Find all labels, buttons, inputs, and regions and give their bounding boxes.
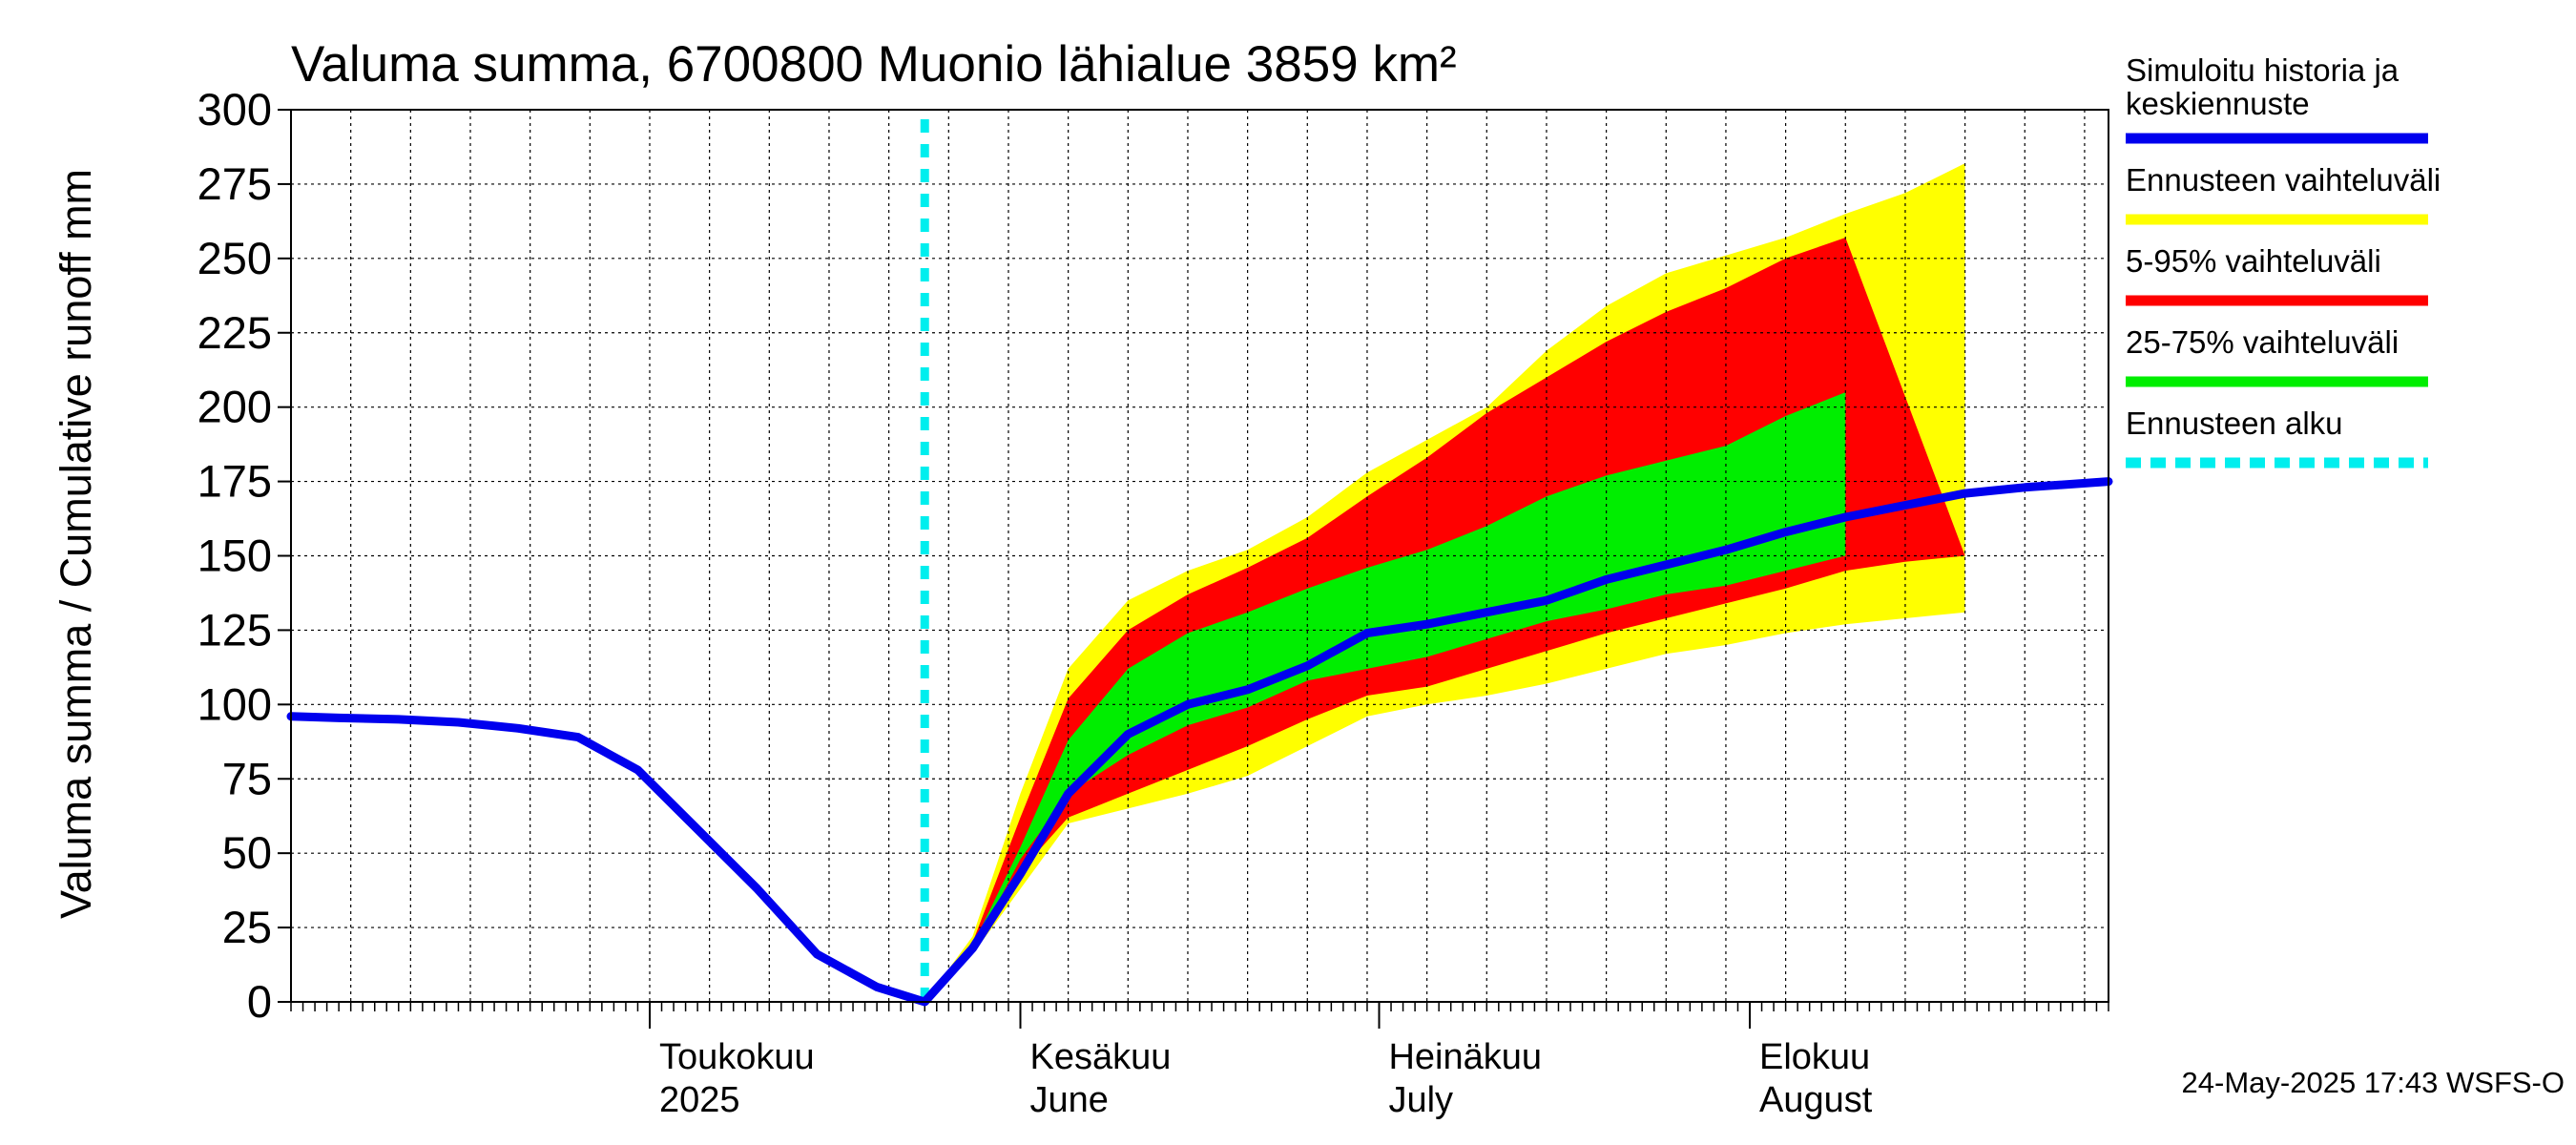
y-tick-label: 225: [197, 307, 272, 358]
y-tick-label: 0: [247, 976, 272, 1027]
x-month-label-en: July: [1388, 1080, 1453, 1120]
median-line: [286, 477, 2113, 1007]
y-tick-label: 100: [197, 678, 272, 729]
grid-lines: 0 25 50 75 100 125 150 175 200 225 250 275 300 Toukok…: [197, 84, 2109, 1120]
legend-label: Simuloitu historia ja: [2126, 52, 2399, 88]
legend-label: 5-95% vaihteluväli: [2126, 243, 2381, 279]
timestamp-label: 24-May-2025 17:43 WSFS-O: [2182, 1066, 2565, 1099]
x-month-label-en: August: [1759, 1080, 1873, 1120]
y-tick-label: 75: [222, 753, 272, 803]
legend-label: Ennusteen alku: [2126, 406, 2343, 441]
y-tick-label: 175: [197, 456, 272, 507]
legend-label-2: keskiennuste: [2126, 86, 2310, 121]
x-month-label-en: 2025: [659, 1080, 740, 1120]
y-tick-label: 200: [197, 382, 272, 432]
y-axis-label: Valuma summa / Cumulative runoff mm: [52, 169, 100, 919]
forecast-bands: [924, 163, 1965, 1003]
y-tick-label: 150: [197, 531, 272, 581]
x-month-label: Kesäkuu: [1030, 1037, 1172, 1077]
x-month-label: Elokuu: [1759, 1037, 1870, 1077]
band-25-75: [924, 392, 1846, 1003]
plot-frame: [290, 109, 2109, 1003]
axes: [290, 109, 2109, 1003]
y-tick-label: 275: [197, 158, 272, 209]
median-series: [286, 119, 2113, 1007]
x-month-label: Toukokuu: [659, 1037, 815, 1077]
y-tick-label: 250: [197, 233, 272, 283]
x-month-label: Heinäkuu: [1388, 1037, 1542, 1077]
y-tick-label: 50: [222, 827, 272, 878]
x-month-label-en: June: [1030, 1080, 1109, 1120]
legend-label: Ennusteen vaihteluväli: [2126, 162, 2441, 198]
y-tick-label: 125: [197, 604, 272, 655]
y-tick-label: 300: [197, 84, 272, 135]
legend-label: 25-75% vaihteluväli: [2126, 324, 2399, 360]
y-tick-label: 25: [222, 902, 272, 952]
chart-title: Valuma summa, 6700800 Muonio lähialue 38…: [291, 36, 1457, 93]
